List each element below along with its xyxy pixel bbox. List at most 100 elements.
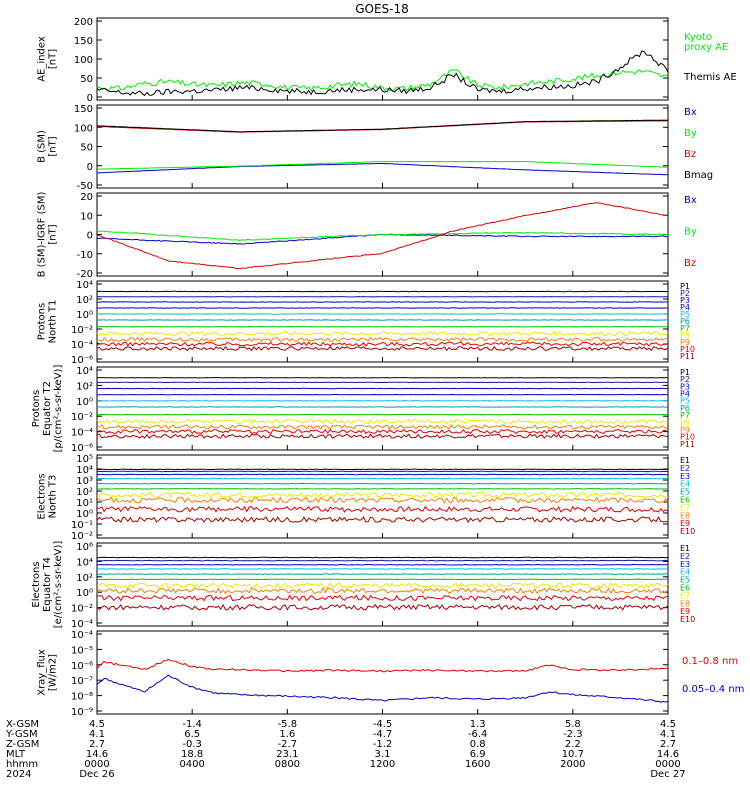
panel-3-ylabel: [nT] <box>48 224 59 244</box>
panel-2-legend-label: Bmag <box>684 170 713 181</box>
panel-7-channel-E6-line <box>96 578 669 581</box>
panel-5-ytick: 10⁻² <box>71 412 93 423</box>
panel-1-ylabel: [nT] <box>48 49 59 69</box>
panel-4-channel-label: P1 <box>680 282 690 291</box>
panel-8-ylabel: Xray_flux <box>37 649 48 696</box>
panel-5-channel-P10-line <box>96 429 669 435</box>
panel-2-series-2-line <box>96 160 668 170</box>
panel-1-ytick: 0 <box>87 93 93 104</box>
x-axis-value: Dec 27 <box>650 769 685 780</box>
panel-5-ytick: 10⁻⁶ <box>71 443 93 454</box>
panel-4-ytick: 10⁻⁴ <box>71 340 93 351</box>
panel-6-ytick: 10⁵ <box>76 454 93 465</box>
panel-7-channel-label: E10 <box>680 615 695 624</box>
x-axis-value: -2.7 <box>278 739 298 750</box>
panel-3-ytick: -10 <box>77 250 93 261</box>
panel-2-ytick: 0 <box>87 162 93 173</box>
x-axis-value: -4.5 <box>373 719 393 730</box>
panel-7-ylabel: Equator T4 <box>42 557 53 612</box>
panel-5-channel-label: P1 <box>680 368 690 377</box>
panel-7-ytick: 10⁻⁴ <box>71 619 93 630</box>
panel-1-legend-label: Themis AE <box>683 72 737 83</box>
panel-2-ytick: 100 <box>74 123 93 134</box>
panel-7-ylabel: Electrons <box>31 561 42 607</box>
panel-6-channel-E6-line <box>96 488 669 490</box>
x-axis-value: -1.2 <box>373 739 393 750</box>
x-axis-value: 1.6 <box>279 729 295 740</box>
panel-4-ytick: 10⁴ <box>76 280 93 291</box>
panel-6-channel-label: E8 <box>680 511 690 520</box>
panel-6-channel-label: E1 <box>680 456 690 465</box>
panel-7-channel-E5-line <box>96 573 669 575</box>
panel-4-channel-label: P6 <box>680 317 690 326</box>
panel-5-ytick: 10⁰ <box>76 397 93 408</box>
panel-4-ytick: 10⁻⁶ <box>71 355 93 366</box>
panel-3-series-1-line <box>96 233 669 245</box>
x-axis-value: 6.9 <box>470 749 486 760</box>
panel-5-channel-label: P6 <box>680 404 690 413</box>
x-axis-row-label: hhmm <box>6 759 38 770</box>
panel-7-channel-E2-line <box>96 559 669 562</box>
panel-5-channel-label: P5 <box>680 397 690 406</box>
panel-4-channel-label: P7 <box>680 324 690 333</box>
panel-6-ytick: 10¹ <box>76 498 93 509</box>
panel-1-legend-label: Kyoto <box>684 32 712 43</box>
x-axis-row-label: Z-GSM <box>6 739 39 750</box>
panel-8-frame <box>96 630 669 715</box>
panel-6-channel-E7-line <box>97 491 669 499</box>
panel-7-channel-E9-line <box>96 594 669 602</box>
panel-6-channel-E1-line <box>96 468 669 471</box>
panel-4-ytick: 10⁰ <box>76 310 93 321</box>
panel-8-ytick: 10⁻⁹ <box>71 707 93 718</box>
x-axis-value: 14.6 <box>86 749 108 760</box>
x-axis-value: 4.1 <box>660 729 676 740</box>
x-axis-value: -2.3 <box>563 729 583 740</box>
panel-6-channel-label: E6 <box>680 496 690 505</box>
plot-title: GOES-18 <box>355 2 409 16</box>
panel-1-ytick: 100 <box>74 55 93 66</box>
panel-1-series-1-line <box>96 69 669 93</box>
x-axis-value: 1600 <box>465 759 490 770</box>
panel-2-ytick: 50 <box>80 143 93 154</box>
panel-7-channel-E3-line <box>96 563 669 566</box>
panel-8-series-2-line <box>96 674 669 703</box>
panel-2-ylabel: B (SM) <box>37 130 48 163</box>
x-axis-value: 4.5 <box>660 719 676 730</box>
panel-2-ytick: -50 <box>77 181 93 192</box>
panel-6-channel-E4-line <box>96 477 669 480</box>
panel-8-legend-label: 0.1–0.8 nm <box>682 656 738 667</box>
panel-5-ytick: 10² <box>76 381 93 392</box>
panel-7-ylabel: [e/(cm²-s-sr-keV)] <box>53 541 64 629</box>
x-axis-value: 4.1 <box>89 729 105 740</box>
panel-7-channel-E10-line <box>96 603 669 611</box>
x-axis-value: 2000 <box>560 759 585 770</box>
panel-5-ytick: 10⁴ <box>76 366 93 377</box>
panel-5-channel-label: P2 <box>680 375 690 384</box>
x-axis-row-label: X-GSM <box>6 719 39 730</box>
panel-1-ytick: 50 <box>80 74 93 85</box>
panel-6-ytick: 10⁻² <box>71 531 93 542</box>
x-axis-value: 0000 <box>655 759 680 770</box>
panel-4-ylabel: North T1 <box>48 300 59 344</box>
x-axis-value: 0000 <box>84 759 109 770</box>
panel-3-legend-label: Bx <box>684 195 697 206</box>
x-axis-value: 3.1 <box>375 749 391 760</box>
x-axis-value: 1.3 <box>470 719 486 730</box>
panel-6-ylabel: North T3 <box>48 475 59 519</box>
panel-7-ytick: 10² <box>76 573 93 584</box>
panel-3-legend-label: Bz <box>684 258 696 269</box>
panel-4-channel-label: P3 <box>680 296 690 305</box>
panel-7-channel-label: E4 <box>680 568 690 577</box>
panel-4-channel-label: P8 <box>680 331 690 340</box>
panel-8-series-1-line <box>96 658 668 673</box>
x-axis-value: 4.5 <box>89 719 105 730</box>
panel-3-ytick: 0 <box>87 231 93 242</box>
panel-2-legend-label: By <box>684 128 697 139</box>
panel-6-channel-label: E7 <box>680 503 690 512</box>
panel-4-channel-label: P2 <box>680 289 690 298</box>
panel-3-ytick: 10 <box>80 211 93 222</box>
x-axis-value: 6.5 <box>184 729 200 740</box>
panel-5-ylabel: [p/(cm²-s-sr-keV)] <box>53 365 64 453</box>
panel-5-ylabel: Protons <box>31 390 42 427</box>
